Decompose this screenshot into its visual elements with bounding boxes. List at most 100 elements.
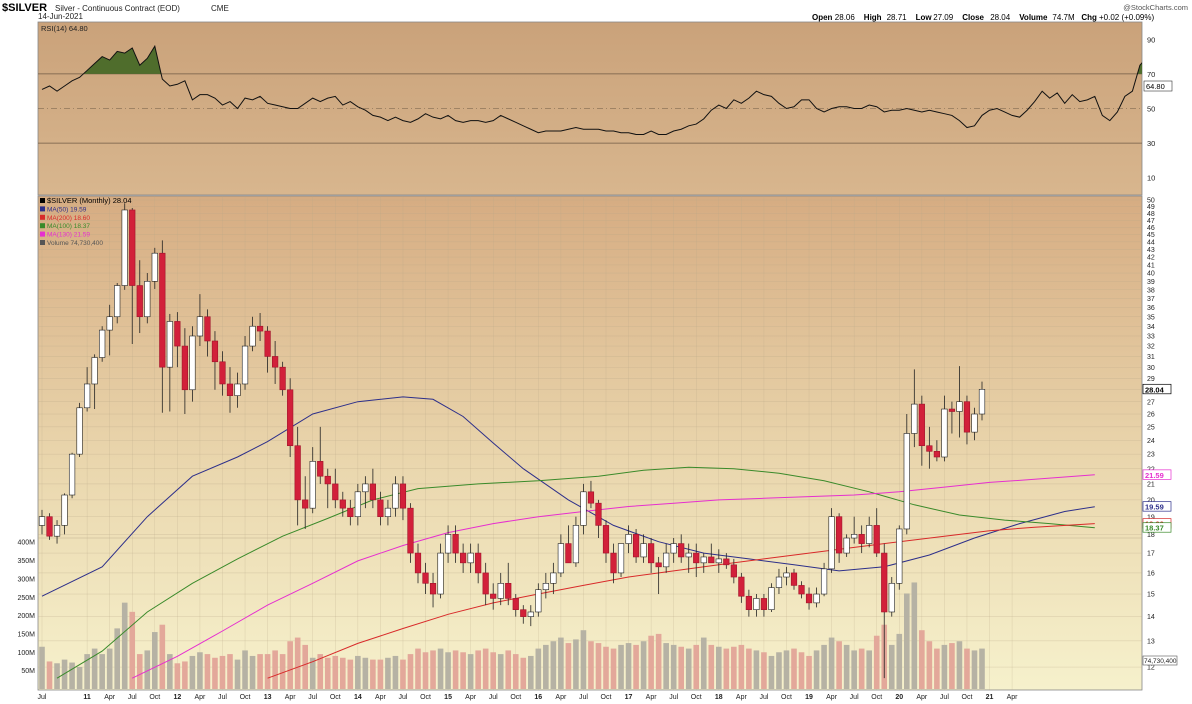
price-tick-20: 20 xyxy=(1147,497,1155,504)
candle-body xyxy=(106,316,113,331)
volume-last-label: 74,730,400 xyxy=(1144,658,1177,665)
price-candle xyxy=(693,543,700,578)
price-candle xyxy=(61,493,68,535)
candle-body xyxy=(783,572,790,578)
time-label: 11 xyxy=(83,694,91,701)
volume-bar xyxy=(377,659,384,689)
volume-bar xyxy=(340,657,346,689)
price-last-label: 19.59 xyxy=(1145,503,1164,512)
rsi-tick-10: 10 xyxy=(1147,174,1155,183)
time-label: Apr xyxy=(826,694,838,701)
volume-bar xyxy=(121,602,128,689)
volume-bar xyxy=(888,644,895,689)
price-candle xyxy=(587,480,595,509)
legend-swatch xyxy=(40,198,45,203)
price-tick-26: 26 xyxy=(1147,412,1155,419)
price-candle xyxy=(53,520,61,544)
price-candle xyxy=(580,483,587,535)
price-tick-18: 18 xyxy=(1147,532,1155,539)
candle-body xyxy=(512,598,519,610)
quote-label-high: High xyxy=(864,13,882,22)
volume-bar xyxy=(136,654,143,689)
volume-bar xyxy=(655,633,662,689)
volume-bar xyxy=(685,648,692,689)
volume-bar xyxy=(249,655,256,689)
legend-label: MA(200) 18.60 xyxy=(47,215,90,222)
candle-body xyxy=(414,552,422,574)
price-tick-35: 35 xyxy=(1147,314,1155,321)
price-tick-41: 41 xyxy=(1147,263,1155,270)
volume-bar xyxy=(640,641,647,689)
price-candle xyxy=(978,381,986,421)
price-tick-27: 27 xyxy=(1147,399,1155,406)
rsi-tick-70: 70 xyxy=(1147,70,1155,79)
time-label: 20 xyxy=(895,694,903,701)
time-label: Jul xyxy=(940,694,949,701)
candle-body xyxy=(745,595,752,610)
volume-bar xyxy=(520,657,527,689)
price-candle xyxy=(136,260,143,334)
price-candle xyxy=(632,528,640,563)
volume-tick-350: 350M xyxy=(17,558,35,565)
price-candle xyxy=(602,520,610,563)
volume-bar xyxy=(926,641,933,689)
price-candle xyxy=(437,543,444,599)
price-candle xyxy=(144,273,151,324)
candle-body xyxy=(61,494,68,526)
candle-body xyxy=(933,451,940,458)
price-candle xyxy=(851,516,858,544)
price-candle xyxy=(617,543,625,578)
volume-bar xyxy=(302,644,308,689)
candle-body xyxy=(144,281,151,318)
time-label: Oct xyxy=(240,694,251,701)
candle-body xyxy=(851,534,858,539)
candle-body xyxy=(535,589,542,613)
volume-bar xyxy=(866,650,872,689)
volume-bar xyxy=(279,654,286,689)
candle-body xyxy=(422,572,429,584)
candle-body xyxy=(520,609,527,617)
candle-body xyxy=(896,528,903,584)
price-candle xyxy=(84,367,91,412)
price-last-box xyxy=(1142,469,1172,480)
rsi-line xyxy=(41,44,1142,135)
price-candle xyxy=(670,538,677,563)
price-candle xyxy=(226,367,234,413)
time-label: Apr xyxy=(194,694,206,701)
volume-bar xyxy=(39,646,45,689)
volume-bar xyxy=(678,646,684,689)
candle-body xyxy=(941,408,948,458)
legend-label: MA(50) 19.59 xyxy=(47,206,87,213)
quote-value-open: 28.06 xyxy=(835,13,856,22)
price-last-label: 18.37 xyxy=(1145,524,1164,533)
volume-tick-200: 200M xyxy=(17,613,35,620)
candle-body xyxy=(572,525,580,564)
candle-body xyxy=(858,534,865,544)
volume-bar xyxy=(723,648,730,689)
candle-body xyxy=(256,325,264,332)
candle-body xyxy=(836,516,843,554)
candle-body xyxy=(760,598,768,610)
volume-bar xyxy=(618,644,624,689)
volume-bar xyxy=(61,659,68,689)
candle-body xyxy=(46,516,53,537)
volume-tick-150: 150M xyxy=(17,631,35,638)
price-candle xyxy=(429,572,437,608)
time-label: Oct xyxy=(601,694,612,701)
volume-bar xyxy=(445,652,451,689)
price-axis: 1213141516171819202122232425262728293031… xyxy=(1142,198,1178,672)
price-candle xyxy=(783,566,790,586)
candle-body xyxy=(114,285,121,318)
candle-body xyxy=(505,583,512,599)
price-tick-25: 25 xyxy=(1147,424,1155,431)
candle-body xyxy=(68,453,76,496)
price-candle xyxy=(272,340,279,384)
price-candle xyxy=(648,538,655,573)
volume-bar xyxy=(385,657,391,689)
time-label: Jul xyxy=(128,694,137,701)
time-label: Jul xyxy=(38,694,47,701)
candle-body xyxy=(490,593,497,599)
price-tick-38: 38 xyxy=(1147,287,1155,294)
legend-label: Volume 74,730,400 xyxy=(47,240,103,247)
time-label: Jul xyxy=(759,694,768,701)
